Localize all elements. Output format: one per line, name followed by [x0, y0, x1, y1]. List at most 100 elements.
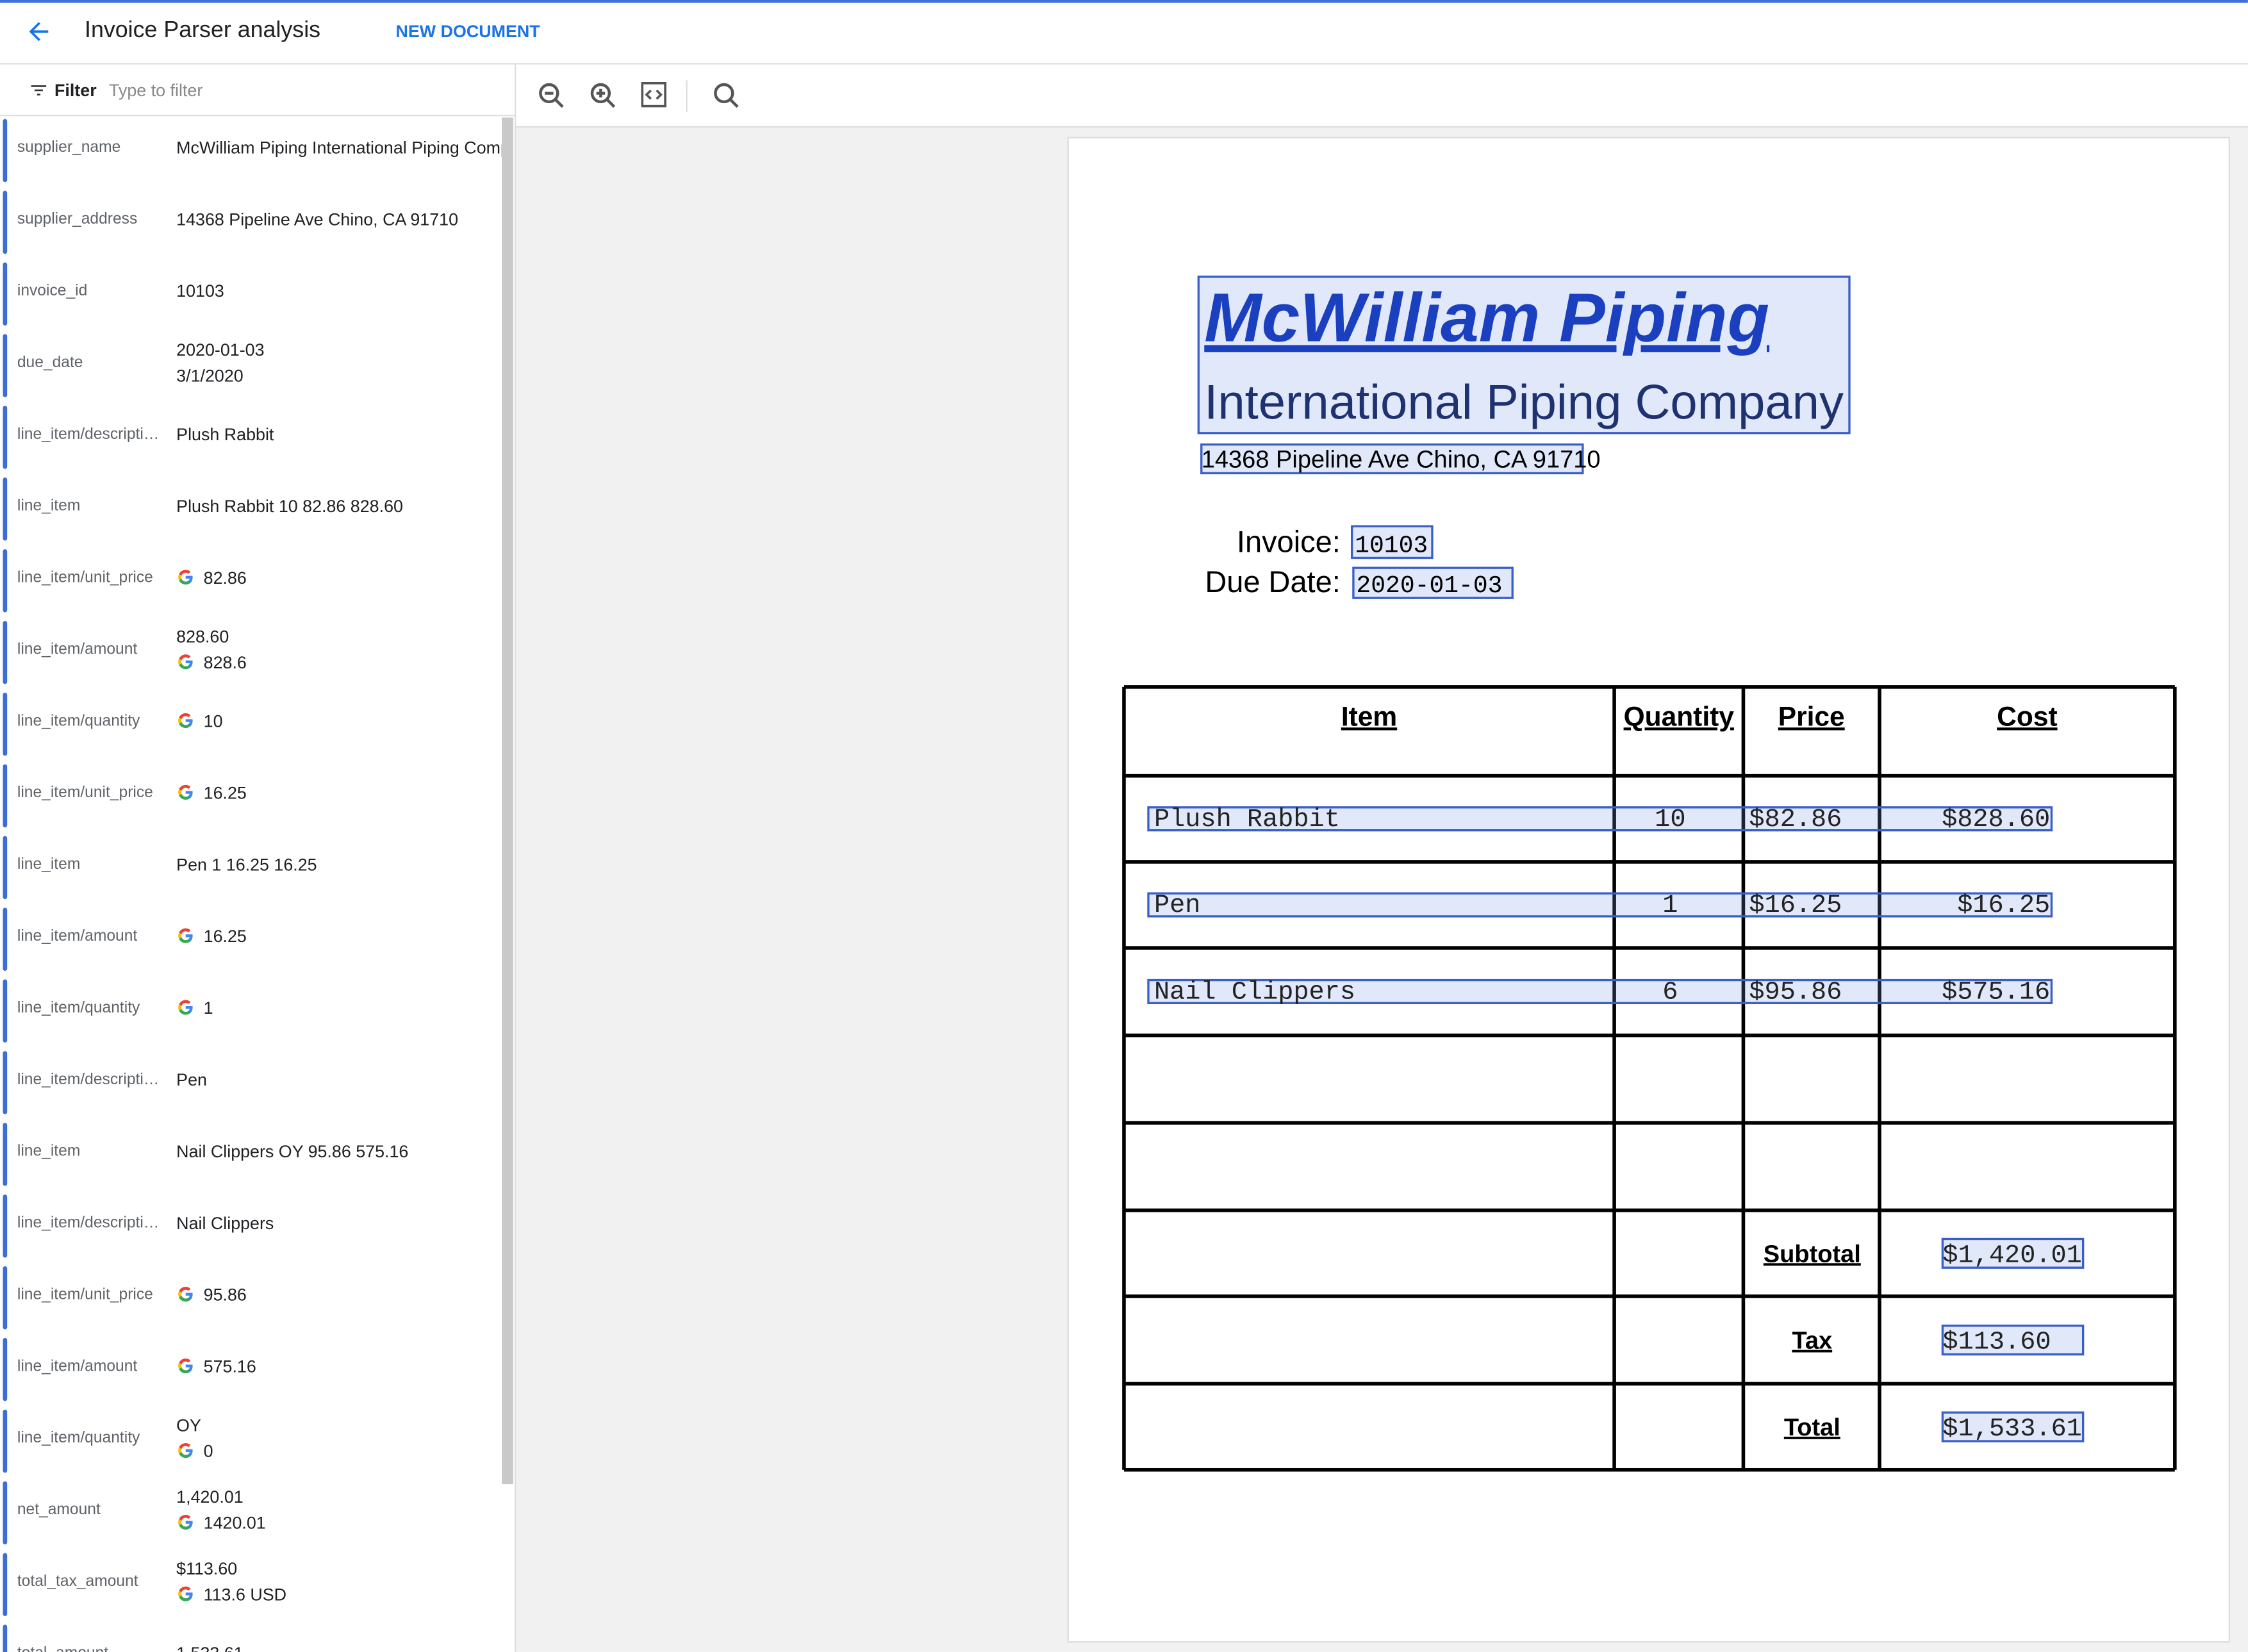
search[interactable] [711, 80, 743, 112]
field-marker [3, 836, 8, 900]
field-marker [3, 549, 8, 613]
field-row[interactable]: net_amount 1,420.01 1420.01 [0, 1478, 502, 1550]
field-row[interactable]: line_item Plush Rabbit 10 82.86 828.60 [0, 475, 502, 547]
value-text: Plush Rabbit 10 82.86 828.60 [176, 496, 403, 516]
highlight [1147, 892, 2053, 918]
value-text: 14368 Pipeline Ave Chino, CA 91710 [176, 209, 459, 230]
item-cell: Nail Clippers [1154, 978, 1355, 1007]
total-label: Subtotal [1764, 1241, 1861, 1268]
field-value: Plush Rabbit 10 82.86 828.60 [176, 475, 470, 538]
cost-cell: $575.16 [1942, 978, 2050, 1007]
field-row[interactable]: line_item/unit_price 16.25 [0, 761, 502, 833]
google-icon [178, 1287, 193, 1302]
field-marker [3, 262, 8, 326]
fit[interactable] [641, 82, 666, 108]
field-marker [3, 119, 8, 183]
highlight [1147, 979, 2053, 1005]
field-value: $113.60 113.6 USD [176, 1550, 470, 1613]
value-line: 1,420.01 [176, 1484, 470, 1510]
field-name: total_tax_amount [17, 1573, 138, 1590]
field-name: invoice_id [17, 282, 88, 300]
field-row[interactable]: line_item/descripti… Nail Clippers [0, 1192, 502, 1264]
field-marker [3, 1409, 8, 1473]
field-row[interactable]: line_item/amount 575.16 [0, 1335, 502, 1407]
field-row[interactable]: supplier_name McWilliam Piping Internatio… [0, 116, 502, 188]
google-icon [178, 1443, 193, 1458]
field-row[interactable]: supplier_address 14368 Pipeline Ave Chino… [0, 188, 502, 260]
value-text: 10 [203, 711, 223, 732]
value-text: 113.6 USD [203, 1584, 287, 1605]
field-row[interactable]: line_item Pen 1 16.25 16.25 [0, 833, 502, 905]
filter-label[interactable]: Filter [54, 80, 97, 101]
doc-subtitle: International Piping Company [1204, 375, 1844, 429]
value-line: Pen 1 16.25 16.25 [176, 852, 470, 877]
quantity-cell: 6 [1662, 978, 1678, 1007]
field-row[interactable]: total_tax_amount $113.60 113.6 USD [0, 1550, 502, 1622]
zoom-out[interactable] [539, 83, 564, 108]
value-line: 3/1/2020 [176, 363, 470, 388]
field-row[interactable]: line_item/quantity 10 [0, 690, 502, 761]
field-name: due_date [17, 354, 83, 372]
field-row[interactable]: line_item/descripti… Pen [0, 1048, 502, 1120]
divider [0, 115, 515, 117]
cost-cell: $828.60 [1942, 805, 2050, 834]
total-value: $113.60 [1942, 1328, 2051, 1357]
field-name: net_amount [17, 1501, 101, 1519]
value-text: 95.86 [203, 1285, 247, 1305]
field-row[interactable]: line_item/descripti… Plush Rabbit [0, 403, 502, 475]
field-value: 1 [176, 977, 470, 1039]
back-button[interactable] [24, 17, 53, 46]
field-name: line_item/descripti… [17, 1214, 160, 1232]
value-text: Pen 1 16.25 16.25 [176, 854, 317, 875]
field-marker [3, 406, 8, 469]
value-text: Nail Clippers OY 95.86 575.16 [176, 1141, 409, 1162]
field-name: supplier_name [17, 139, 121, 156]
field-name: supplier_address [17, 210, 138, 228]
value-line: 82.86 [176, 565, 470, 591]
field-row[interactable]: line_item/quantity OY 0 [0, 1407, 502, 1478]
due-value: 2020-01-03 [1356, 572, 1502, 600]
field-row[interactable]: invoice_id 10103 [0, 260, 502, 331]
field-row[interactable]: line_item/unit_price 82.86 [0, 547, 502, 618]
toolbar-icons [539, 80, 688, 112]
value-line: OY [176, 1412, 470, 1438]
field-name: line_item [17, 497, 81, 515]
table-header: Cost [1997, 702, 2057, 732]
google-icon [178, 1358, 193, 1374]
field-value: Nail Clippers [176, 1192, 470, 1255]
field-row[interactable]: line_item Nail Clippers OY 95.86 575.16 [0, 1120, 502, 1192]
invoice-value: 10103 [1355, 533, 1428, 560]
field-name: line_item [17, 855, 81, 873]
field-name: line_item/quantity [17, 999, 140, 1017]
value-line: Plush Rabbit [176, 422, 470, 447]
value-line: 0 [176, 1439, 470, 1464]
scrollbar[interactable] [502, 117, 513, 1485]
quantity-cell: 10 [1655, 805, 1685, 834]
field-row[interactable]: line_item/quantity 1 [0, 977, 502, 1048]
highlight [1200, 443, 1584, 475]
field-name: line_item/quantity [17, 713, 140, 731]
value-line: 1 [176, 995, 470, 1021]
highlight [1941, 1411, 2085, 1442]
new-document-button[interactable]: NEW DOCUMENT [395, 21, 540, 42]
price-cell: $16.25 [1749, 891, 1842, 920]
field-row[interactable]: line_item/unit_price 95.86 [0, 1264, 502, 1335]
field-row[interactable]: due_date 2020-01-03 3/1/2020 [0, 331, 502, 403]
value-line: Nail Clippers OY 95.86 575.16 [176, 1139, 470, 1164]
field-row[interactable]: line_item/amount 16.25 [0, 905, 502, 977]
field-value: Nail Clippers OY 95.86 575.16 [176, 1120, 470, 1183]
value-line: Pen [176, 1067, 470, 1093]
zoom-in[interactable] [590, 83, 616, 108]
due-label: Due Date: [1205, 565, 1340, 599]
field-value: 10103 [176, 260, 470, 322]
table-header: Quantity [1624, 702, 1735, 732]
field-value: 2020-01-03 3/1/2020 [176, 331, 470, 394]
field-row[interactable]: total_amount 1,533.61 [0, 1622, 502, 1652]
value-text: 0 [203, 1441, 213, 1462]
value-line: 95.86 [176, 1282, 470, 1308]
field-row[interactable]: line_item/amount 828.60 828.6 [0, 618, 502, 690]
field-marker [3, 1123, 8, 1186]
filter-input[interactable]: Type to filter [109, 80, 203, 101]
highlight [1351, 525, 1434, 559]
